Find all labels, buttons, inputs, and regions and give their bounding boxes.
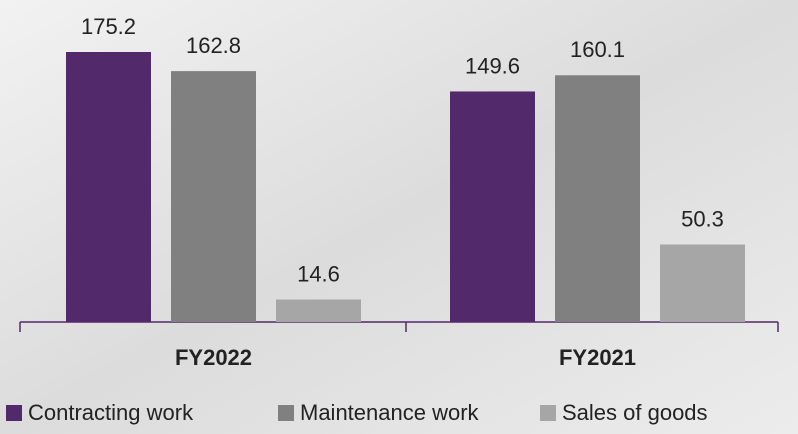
- value-label: 162.8: [186, 33, 241, 58]
- legend-swatch: [6, 405, 22, 421]
- bar: [66, 52, 151, 322]
- bar: [555, 75, 640, 322]
- legend-label: Maintenance work: [300, 400, 480, 425]
- legend-label: Sales of goods: [562, 400, 708, 425]
- value-label: 149.6: [465, 53, 520, 78]
- bar: [660, 244, 745, 322]
- legend-swatch: [540, 405, 556, 421]
- chart: 175.2 162.8 14.6 FY2022 149.6 160.1 50.3 FY2021…: [0, 0, 798, 434]
- bar: [450, 91, 535, 322]
- bar: [276, 300, 361, 323]
- value-label: 50.3: [681, 206, 724, 231]
- legend-label: Contracting work: [28, 400, 194, 425]
- bar: [171, 71, 256, 322]
- value-label: 160.1: [570, 37, 625, 62]
- category-label: FY2021: [559, 345, 636, 370]
- legend-swatch: [278, 405, 294, 421]
- category-label: FY2022: [175, 345, 252, 370]
- value-label: 14.6: [297, 261, 340, 286]
- value-label: 175.2: [81, 14, 136, 39]
